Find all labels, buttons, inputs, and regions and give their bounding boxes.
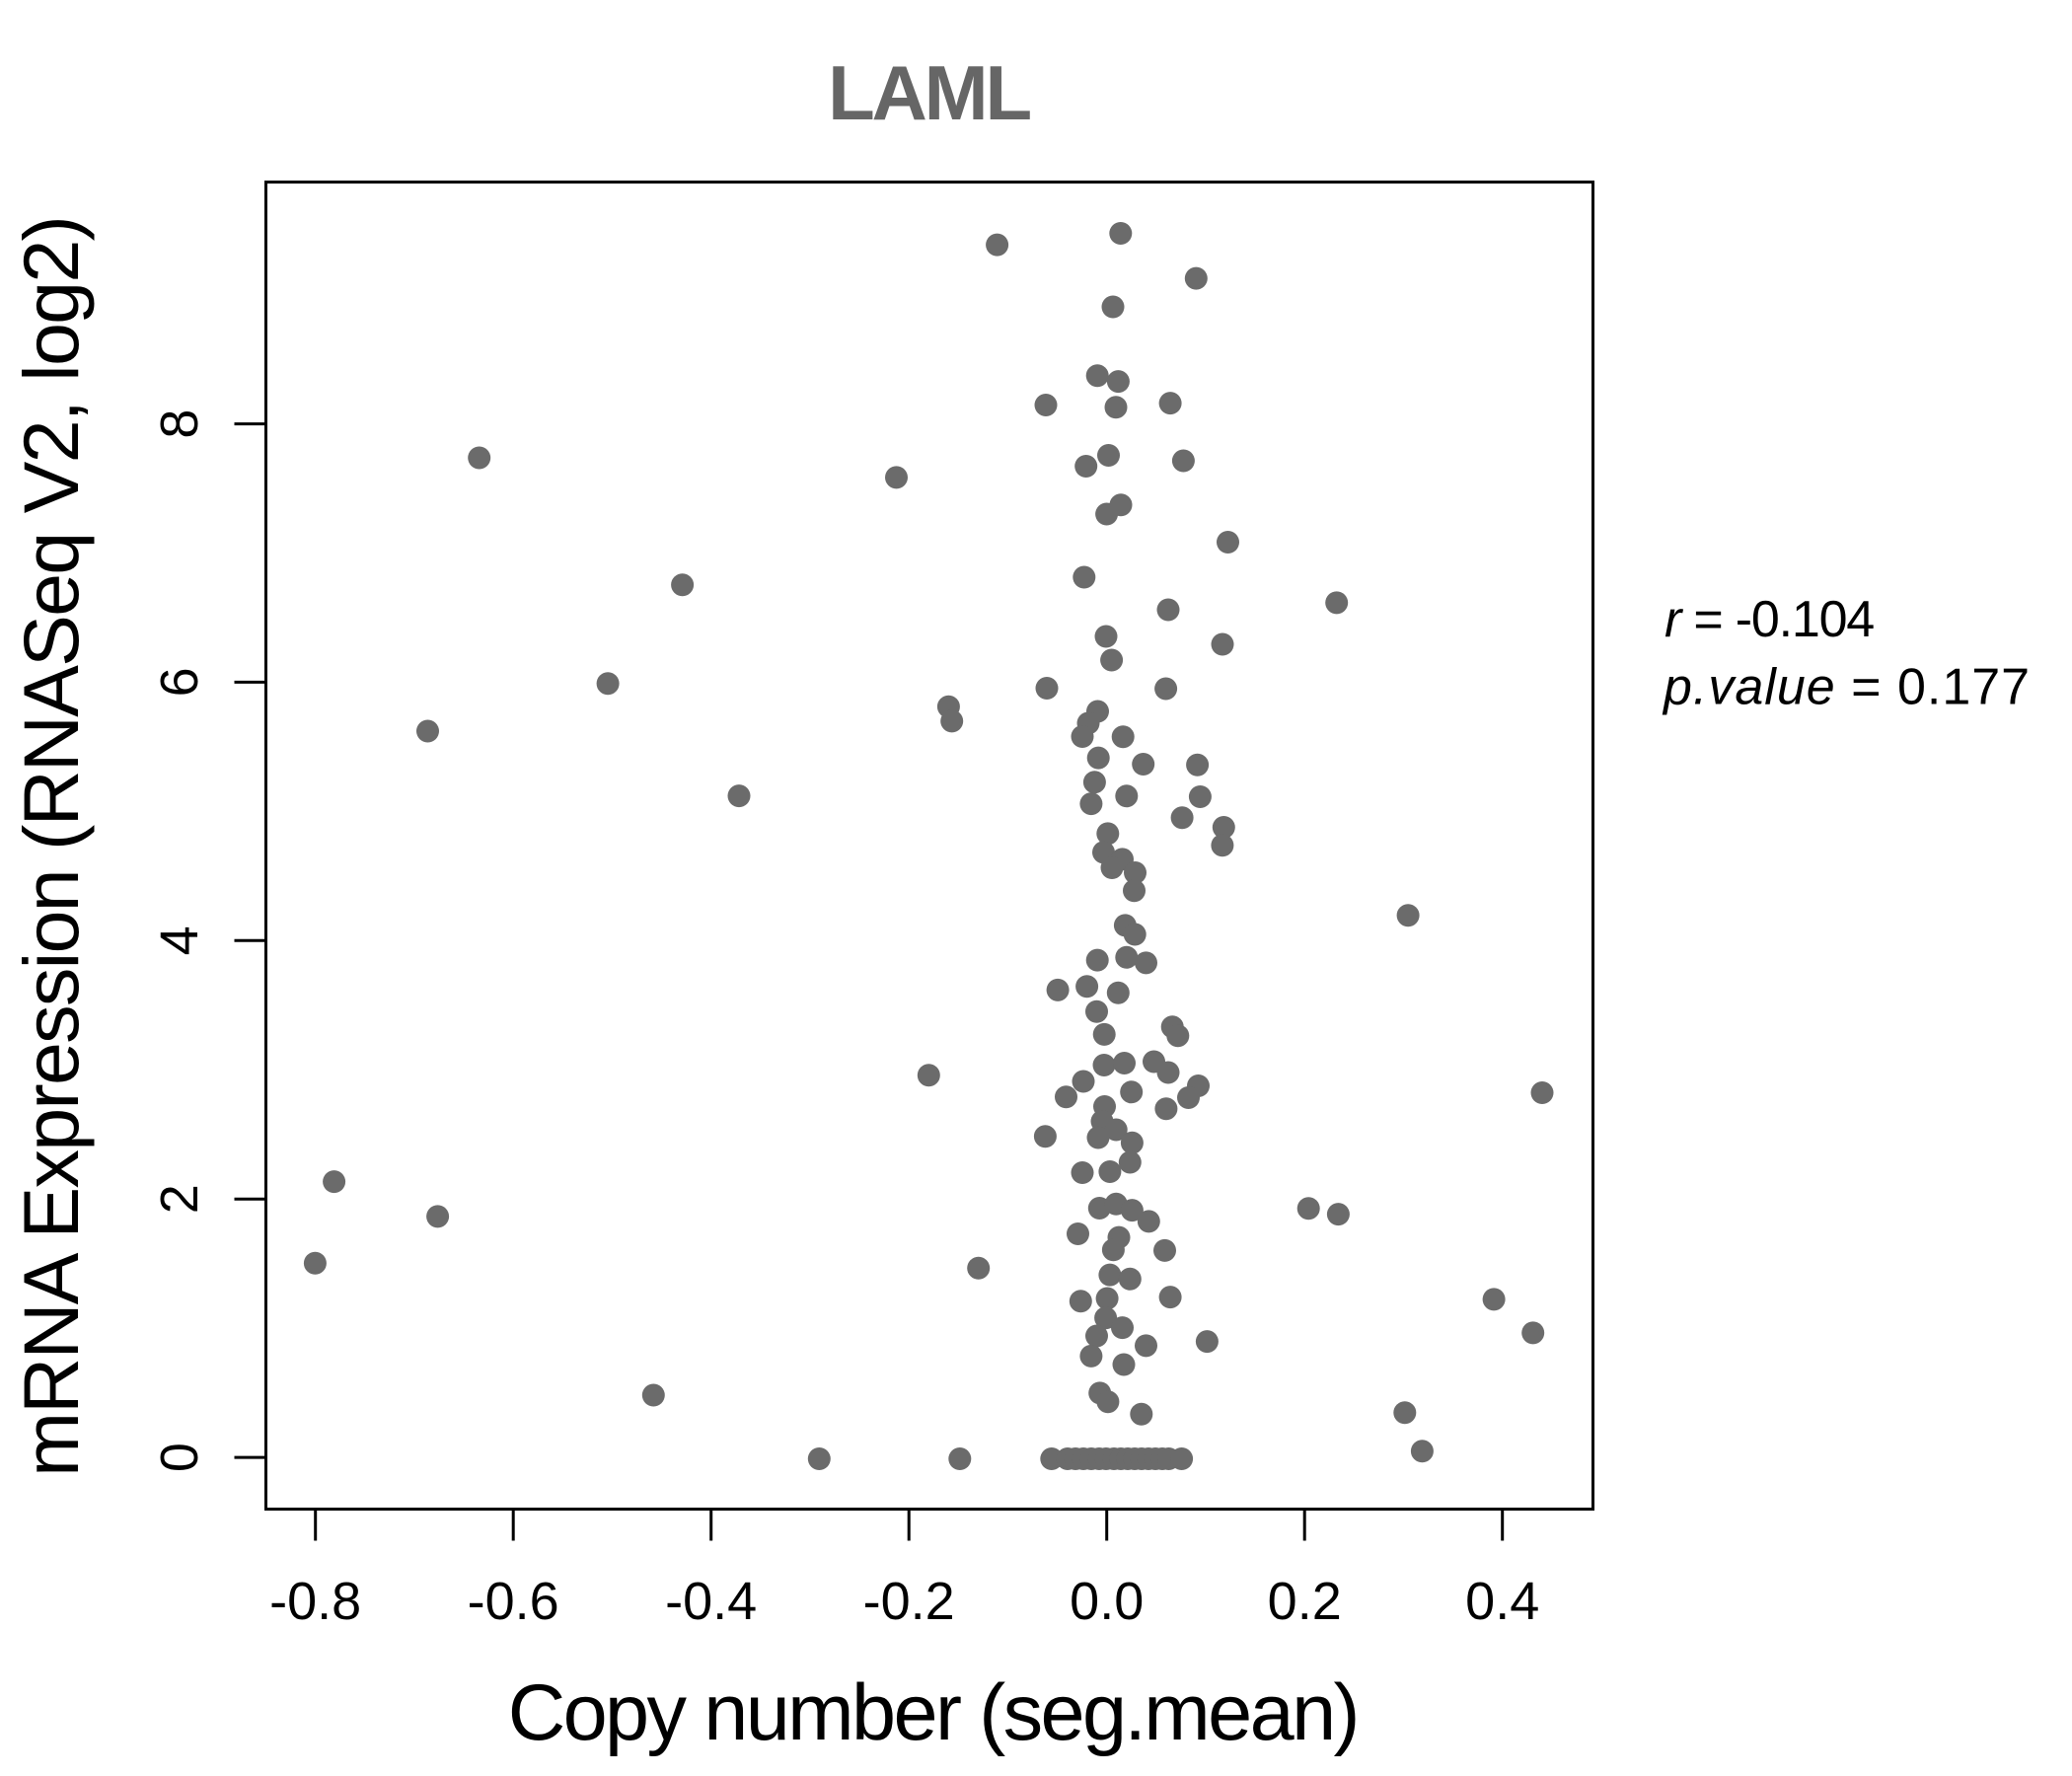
svg-text:4: 4 bbox=[150, 925, 209, 955]
svg-text:-0.8: -0.8 bbox=[269, 1572, 361, 1631]
svg-text:p.value = 0.177: p.value = 0.177 bbox=[1662, 659, 2031, 716]
svg-text:mRNA Expression (RNASeq V2, lo: mRNA Expression (RNASeq V2, log2) bbox=[7, 217, 95, 1477]
svg-text:2: 2 bbox=[150, 1184, 209, 1214]
svg-text:8: 8 bbox=[150, 409, 209, 439]
svg-text:Copy number (seg.mean): Copy number (seg.mean) bbox=[508, 1668, 1358, 1757]
svg-text:0.4: 0.4 bbox=[1465, 1572, 1539, 1631]
svg-text:-0.2: -0.2 bbox=[863, 1572, 955, 1631]
svg-text:0.2: 0.2 bbox=[1268, 1572, 1342, 1631]
svg-text:0: 0 bbox=[150, 1443, 209, 1472]
svg-text:LAML: LAML bbox=[828, 49, 1030, 136]
svg-text:-0.4: -0.4 bbox=[665, 1572, 757, 1631]
svg-text:6: 6 bbox=[150, 667, 209, 697]
svg-text:r = -0.104: r = -0.104 bbox=[1665, 591, 1874, 648]
svg-text:-0.6: -0.6 bbox=[468, 1572, 559, 1631]
svg-text:0.0: 0.0 bbox=[1070, 1572, 1144, 1631]
